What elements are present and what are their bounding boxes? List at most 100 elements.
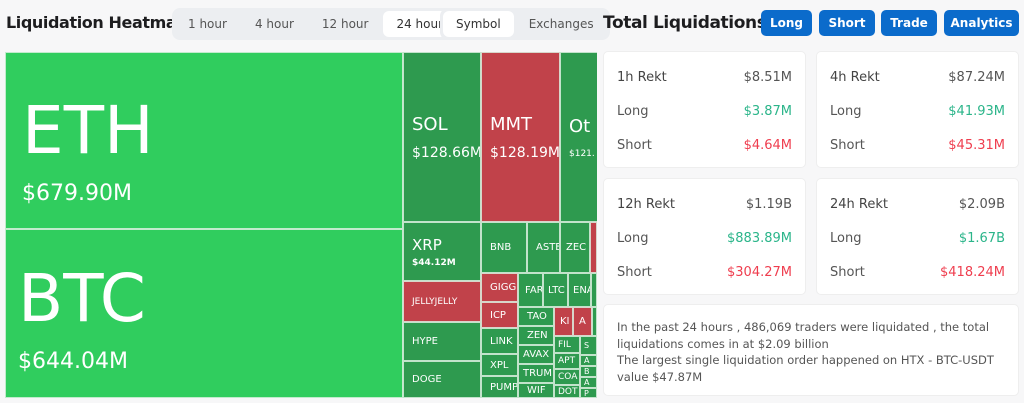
short-label: Short bbox=[830, 264, 865, 280]
cell-red-sliver[interactable] bbox=[590, 222, 597, 273]
cell-symbol: XRP bbox=[412, 235, 442, 254]
cell-eth[interactable]: ETH $679.90M bbox=[5, 52, 403, 229]
cell-mmt[interactable]: MMT $128.19M bbox=[481, 52, 560, 222]
rekt-card: 1h Rekt $8.51M Long $3.87M Short $4.64M bbox=[603, 51, 806, 168]
cell-dot[interactable]: DOT bbox=[554, 385, 580, 398]
period-label: 12h Rekt bbox=[617, 196, 675, 212]
cell-value: $128.66M bbox=[412, 144, 481, 161]
cell-b[interactable]: B bbox=[580, 366, 597, 377]
cell-pump[interactable]: PUMP bbox=[481, 376, 518, 398]
long-value: $1.67B bbox=[958, 230, 1005, 246]
cell-zec[interactable]: ZEC bbox=[560, 222, 590, 273]
tab-exchanges[interactable]: Exchanges bbox=[528, 17, 594, 31]
total-row: 24h Rekt $2.09B bbox=[830, 187, 1005, 221]
total-row: 1h Rekt $8.51M bbox=[617, 60, 792, 94]
short-label: Short bbox=[617, 264, 652, 280]
tab-12-hour[interactable]: 12 hour bbox=[321, 17, 369, 31]
cell-value: $679.90M bbox=[22, 181, 132, 206]
cell-p[interactable]: P bbox=[580, 388, 597, 398]
cell-a2[interactable]: A bbox=[580, 377, 597, 388]
cell-far[interactable]: FAR bbox=[518, 273, 543, 307]
cell-apt[interactable]: APT bbox=[554, 353, 580, 369]
total-row: 12h Rekt $1.19B bbox=[617, 187, 792, 221]
total-value: $8.51M bbox=[743, 69, 792, 85]
cell-xrp[interactable]: XRP $44.12M bbox=[403, 222, 481, 281]
long-value: $883.89M bbox=[727, 230, 792, 246]
cell-sol[interactable]: SOL $128.66M bbox=[403, 52, 481, 222]
panel-title: Total Liquidations bbox=[603, 13, 767, 33]
cell-doge[interactable]: DOGE bbox=[403, 361, 481, 398]
long-value: $3.87M bbox=[743, 103, 792, 119]
total-row: 4h Rekt $87.24M bbox=[830, 60, 1005, 94]
cell-sliver[interactable] bbox=[591, 273, 597, 307]
analytics-button[interactable]: Analytics bbox=[944, 10, 1019, 36]
cell-trump[interactable]: TRUM bbox=[518, 364, 554, 383]
cell-value: $44.12M bbox=[412, 257, 456, 268]
cell-aste[interactable]: ASTE bbox=[527, 222, 560, 273]
long-label: Long bbox=[617, 103, 649, 119]
page-title: Liquidation Heatmap bbox=[6, 13, 188, 32]
cell-sliver[interactable] bbox=[592, 307, 597, 336]
long-label: Long bbox=[617, 230, 649, 246]
cell-a-red[interactable]: A bbox=[573, 307, 592, 336]
cell-jellyjelly[interactable]: JELLYJELLY bbox=[403, 281, 481, 322]
cell-a[interactable]: A bbox=[580, 355, 597, 366]
period-label: 1h Rekt bbox=[617, 69, 667, 85]
short-value: $304.27M bbox=[727, 264, 792, 280]
cell-coa[interactable]: COA bbox=[554, 369, 580, 385]
view-tabs: Symbol Exchanges bbox=[440, 8, 610, 40]
cell-symbol: BTC bbox=[18, 260, 146, 337]
cell-xpl[interactable]: XPL bbox=[481, 354, 518, 376]
cell-ltc[interactable]: LTC bbox=[543, 273, 568, 307]
tab-symbol[interactable]: Symbol bbox=[443, 11, 514, 37]
rekt-card: 4h Rekt $87.24M Long $41.93M Short $45.31M bbox=[816, 51, 1019, 168]
cell-symbol: SOL bbox=[412, 113, 448, 135]
tab-1-hour[interactable]: 1 hour bbox=[188, 17, 227, 31]
cell-symbol: Ot bbox=[569, 115, 591, 137]
summary-note: In the past 24 hours , 486,069 traders w… bbox=[603, 304, 1019, 396]
long-row: Long $41.93M bbox=[830, 94, 1005, 128]
cell-link[interactable]: LINK bbox=[481, 328, 518, 354]
short-value: $418.24M bbox=[940, 264, 1005, 280]
period-label: 4h Rekt bbox=[830, 69, 880, 85]
cell-tao[interactable]: TAO bbox=[518, 307, 554, 326]
short-row: Short $45.31M bbox=[830, 128, 1005, 162]
cell-ki[interactable]: KI bbox=[554, 307, 573, 336]
cell-s[interactable]: S bbox=[580, 336, 597, 355]
short-row: Short $4.64M bbox=[617, 128, 792, 162]
short-button[interactable]: Short bbox=[819, 10, 875, 36]
rekt-card: 12h Rekt $1.19B Long $883.89M Short $304.27… bbox=[603, 178, 806, 295]
total-value: $87.24M bbox=[948, 69, 1005, 85]
long-row: Long $1.67B bbox=[830, 221, 1005, 255]
cell-avax[interactable]: AVAX bbox=[518, 345, 554, 364]
summary-line-2: The largest single liquidation order hap… bbox=[617, 353, 994, 384]
cell-giggle[interactable]: GIGGL bbox=[481, 273, 518, 302]
cell-others[interactable]: Ot $121. bbox=[560, 52, 597, 222]
cell-hype[interactable]: HYPE bbox=[403, 322, 481, 361]
long-row: Long $3.87M bbox=[617, 94, 792, 128]
cell-fil[interactable]: FIL bbox=[554, 336, 580, 353]
time-range-tabs: 1 hour 4 hour 12 hour 24 hour bbox=[172, 8, 460, 40]
cell-bnb[interactable]: BNB bbox=[481, 222, 527, 273]
liquidation-treemap: ETH $679.90M BTC $644.04M SOL $128.66M M… bbox=[5, 52, 597, 398]
cell-value: $121. bbox=[569, 148, 595, 159]
total-value: $1.19B bbox=[745, 196, 792, 212]
tab-4-hour[interactable]: 4 hour bbox=[254, 17, 294, 31]
cell-symbol: MMT bbox=[490, 113, 533, 135]
short-value: $4.64M bbox=[743, 137, 792, 153]
long-value: $41.93M bbox=[948, 103, 1005, 119]
long-button[interactable]: Long bbox=[761, 10, 812, 36]
total-value: $2.09B bbox=[958, 196, 1005, 212]
short-row: Short $304.27M bbox=[617, 255, 792, 289]
cell-wif[interactable]: WIF bbox=[518, 383, 554, 398]
cell-value: $644.04M bbox=[18, 349, 128, 374]
cell-zen[interactable]: ZEN bbox=[518, 326, 554, 345]
short-label: Short bbox=[830, 137, 865, 153]
trade-button[interactable]: Trade bbox=[881, 10, 937, 36]
cell-value: $128.19M bbox=[490, 144, 560, 161]
cell-icp[interactable]: ICP bbox=[481, 302, 518, 328]
cell-ena[interactable]: ENA bbox=[568, 273, 591, 307]
cell-btc[interactable]: BTC $644.04M bbox=[5, 229, 403, 398]
long-label: Long bbox=[830, 230, 862, 246]
short-value: $45.31M bbox=[948, 137, 1005, 153]
